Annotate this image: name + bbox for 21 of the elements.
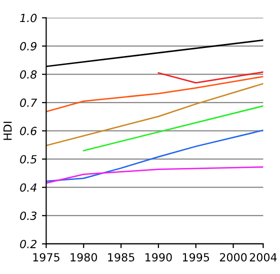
x-tick-label: 2000 [220, 253, 247, 262]
line-series [46, 130, 264, 182]
y-tick-label: 0.9 [20, 42, 36, 50]
y-tick-label: 0.3 [20, 212, 36, 220]
x-tick-label: 1995 [182, 253, 210, 262]
y-tick-label: 0.2 [20, 240, 36, 248]
x-tick-label: 1975 [33, 253, 60, 262]
y-tick-label: 1.0 [20, 14, 37, 22]
x-tick-label: 1985 [108, 253, 134, 262]
line-series [46, 166, 264, 184]
y-tick-label: 0.6 [20, 126, 37, 136]
x-tick-label: 1980 [70, 253, 98, 262]
y-tick-label: 0.5 [20, 155, 37, 164]
y-tick-label: 0.7 [20, 98, 38, 107]
line-series [46, 82, 264, 146]
y-tick-label: 0.8 [20, 70, 37, 79]
x-tick-label: 1990 [146, 253, 172, 262]
line-series [46, 76, 264, 112]
y-tick-label: 0.4 [20, 183, 36, 192]
y-axis-title: HDI [4, 122, 12, 140]
x-tick-label: 2004 [250, 253, 277, 262]
